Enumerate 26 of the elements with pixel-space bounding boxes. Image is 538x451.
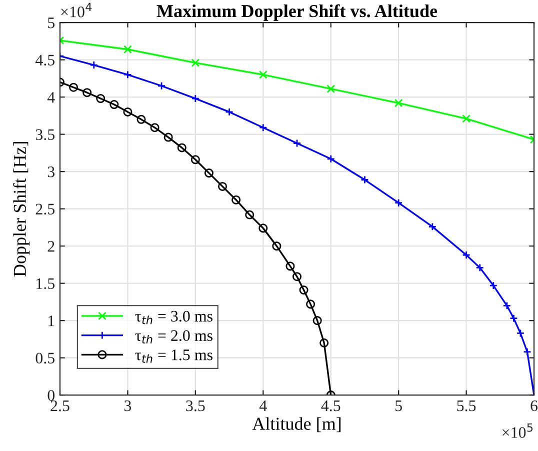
text: ×10$^{5}$ [502, 424, 533, 438]
y-tick-label: 0.5 [36, 352, 54, 364]
x-tick-label: 5.5 [457, 400, 476, 412]
x-tick-label: 3.5 [186, 400, 205, 412]
y-tick-label: 1.5 [36, 278, 54, 290]
x-tick-label: 5 [396, 400, 402, 412]
chart-title: Maximum Doppler Shift vs. Altitude [156, 4, 438, 21]
y-tick-label: 2.5 [36, 204, 54, 215]
y-tick-label: 5 [48, 18, 54, 28]
y-tick-label: 4 [47, 92, 55, 103]
y-tick-label: 1 [48, 316, 54, 326]
legend-label: τ$_{th}$ = 1.5 ms [135, 350, 212, 363]
text: ×10$^{4}$ [61, 2, 92, 18]
legend-label: τ$_{th}$ = 2.0 ms [135, 330, 212, 344]
y-tick-label: 0 [48, 390, 55, 401]
y-tick-label: 3 [48, 166, 54, 178]
y-axis-title: Doppler Shift [Hz] [13, 142, 30, 276]
x-tick-label: 4 [259, 400, 267, 412]
x-axis-title: Altitude [m] [252, 417, 341, 432]
y-tick-label: 4.5 [35, 54, 54, 66]
x-tick-label: 3 [124, 400, 132, 412]
y-tick-label: 2 [48, 241, 54, 252]
y-tick-label: 3.5 [36, 129, 54, 140]
x-tick-label: 4.5 [321, 400, 340, 412]
legend-label: τ$_{th}$ = 3.0 ms [135, 310, 212, 324]
x-tick-label: 6 [530, 400, 538, 412]
